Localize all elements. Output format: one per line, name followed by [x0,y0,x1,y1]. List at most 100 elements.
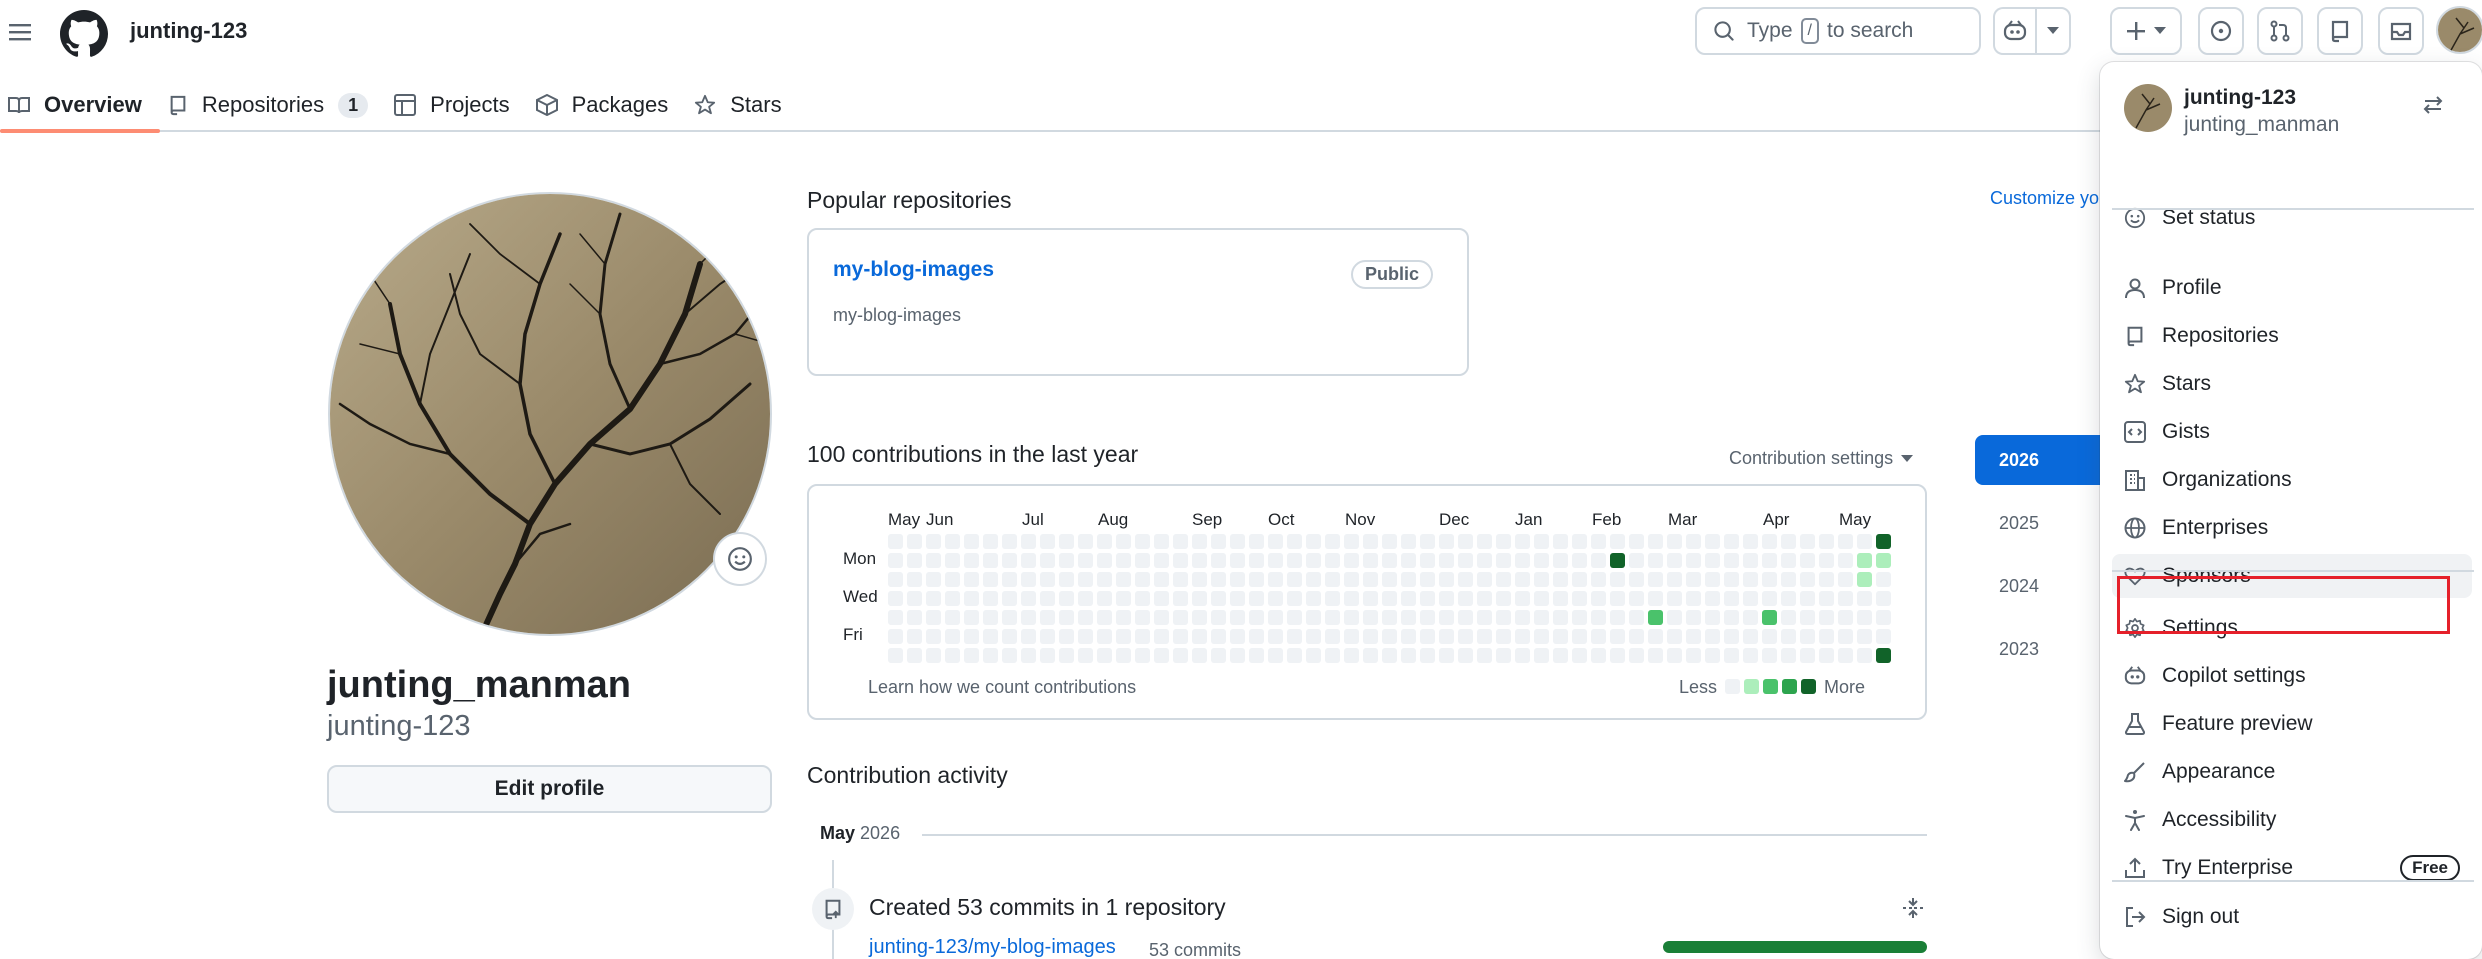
fold-icon[interactable] [1902,897,1924,924]
contribution-cell[interactable] [1154,534,1169,549]
contribution-cell[interactable] [1040,572,1055,587]
year-2026[interactable]: 2026 [1975,435,2115,485]
contribution-cell[interactable] [1287,591,1302,606]
contribution-cell[interactable] [1477,572,1492,587]
contribution-cell[interactable] [1002,610,1017,625]
contribution-cell[interactable] [1762,610,1777,625]
menu-enterprises[interactable]: Enterprises [2112,506,2472,550]
contribution-cell[interactable] [1477,553,1492,568]
contribution-cell[interactable] [1135,534,1150,549]
contribution-cell[interactable] [1078,572,1093,587]
contribution-cell[interactable] [1116,610,1131,625]
contribution-cell[interactable] [907,553,922,568]
set-status-button[interactable] [713,532,767,586]
issues-button[interactable] [2198,7,2244,55]
contribution-cell[interactable] [1629,610,1644,625]
contribution-cell[interactable] [1306,629,1321,644]
contribution-cell[interactable] [1800,610,1815,625]
contribution-cell[interactable] [1401,648,1416,663]
contribution-cell[interactable] [1553,553,1568,568]
menu-copilot-settings[interactable]: Copilot settings [2112,654,2472,698]
contribution-cell[interactable] [1629,648,1644,663]
contribution-cell[interactable] [1344,572,1359,587]
repositories-button[interactable] [2317,7,2363,55]
contribution-cell[interactable] [926,648,941,663]
contribution-cell[interactable] [964,553,979,568]
contribution-cell[interactable] [1306,553,1321,568]
contribution-cell[interactable] [1515,572,1530,587]
contribution-cell[interactable] [1211,629,1226,644]
contribution-cell[interactable] [1724,553,1739,568]
contribution-cell[interactable] [1173,610,1188,625]
contribution-cell[interactable] [945,534,960,549]
contribution-cell[interactable] [1116,572,1131,587]
contribution-cell[interactable] [1496,534,1511,549]
contribution-cell[interactable] [1040,534,1055,549]
contribution-cell[interactable] [1078,591,1093,606]
contribution-cell[interactable] [1420,572,1435,587]
contribution-cell[interactable] [1040,648,1055,663]
contribution-cell[interactable] [926,572,941,587]
menu-try-enterprise[interactable]: Try Enterprise Free [2112,846,2472,890]
contribution-cell[interactable] [1762,591,1777,606]
contribution-cell[interactable] [1686,534,1701,549]
contribution-cell[interactable] [1591,629,1606,644]
contribution-cell[interactable] [1078,553,1093,568]
contribution-cell[interactable] [1724,629,1739,644]
contribution-cell[interactable] [1097,629,1112,644]
contribution-cell[interactable] [1268,591,1283,606]
contribution-cell[interactable] [945,572,960,587]
contribution-cell[interactable] [1268,629,1283,644]
contribution-cell[interactable] [1838,553,1853,568]
contribution-cell[interactable] [1002,629,1017,644]
contribution-cell[interactable] [1325,591,1340,606]
contribution-cell[interactable] [1211,610,1226,625]
header-username[interactable]: junting-123 [130,18,248,43]
contribution-cell[interactable] [1382,610,1397,625]
contribution-cell[interactable] [1515,629,1530,644]
contribution-cell[interactable] [1344,534,1359,549]
contribution-cell[interactable] [945,648,960,663]
edit-profile-button[interactable]: Edit profile [327,765,772,813]
contribution-cell[interactable] [1629,534,1644,549]
contribution-cell[interactable] [1572,553,1587,568]
contribution-cell[interactable] [1743,629,1758,644]
create-new-button[interactable] [2110,7,2182,55]
contribution-cell[interactable] [945,591,960,606]
contribution-cell[interactable] [1135,648,1150,663]
contribution-cell[interactable] [983,610,998,625]
contribution-cell[interactable] [1268,553,1283,568]
contribution-cell[interactable] [1363,610,1378,625]
contribution-cell[interactable] [1705,534,1720,549]
contribution-cell[interactable] [1515,534,1530,549]
contribution-cell[interactable] [1686,553,1701,568]
contribution-cell[interactable] [1116,648,1131,663]
contribution-cell[interactable] [1325,553,1340,568]
contribution-cell[interactable] [1363,572,1378,587]
contribution-cell[interactable] [1439,648,1454,663]
contribution-cell[interactable] [1705,629,1720,644]
contribution-cell[interactable] [1021,572,1036,587]
menu-set-status[interactable]: Set status [2112,196,2472,240]
contribution-cell[interactable] [1762,553,1777,568]
contribution-cell[interactable] [1724,591,1739,606]
contribution-cell[interactable] [1439,610,1454,625]
contribution-cell[interactable] [1876,553,1891,568]
contribution-cell[interactable] [1610,553,1625,568]
menu-appearance[interactable]: Appearance [2112,750,2472,794]
contribution-cell[interactable] [1857,534,1872,549]
contribution-cell[interactable] [964,572,979,587]
contribution-cell[interactable] [1857,591,1872,606]
contribution-cell[interactable] [1173,648,1188,663]
contribution-cell[interactable] [1002,572,1017,587]
contribution-cell[interactable] [1192,629,1207,644]
contribution-cell[interactable] [1211,591,1226,606]
contribution-cell[interactable] [1838,591,1853,606]
contribution-cell[interactable] [1173,591,1188,606]
contribution-cell[interactable] [1819,610,1834,625]
contribution-cell[interactable] [1477,610,1492,625]
contribution-cell[interactable] [1762,648,1777,663]
contribution-cell[interactable] [1021,648,1036,663]
contribution-cell[interactable] [1192,534,1207,549]
contribution-cell[interactable] [1439,534,1454,549]
